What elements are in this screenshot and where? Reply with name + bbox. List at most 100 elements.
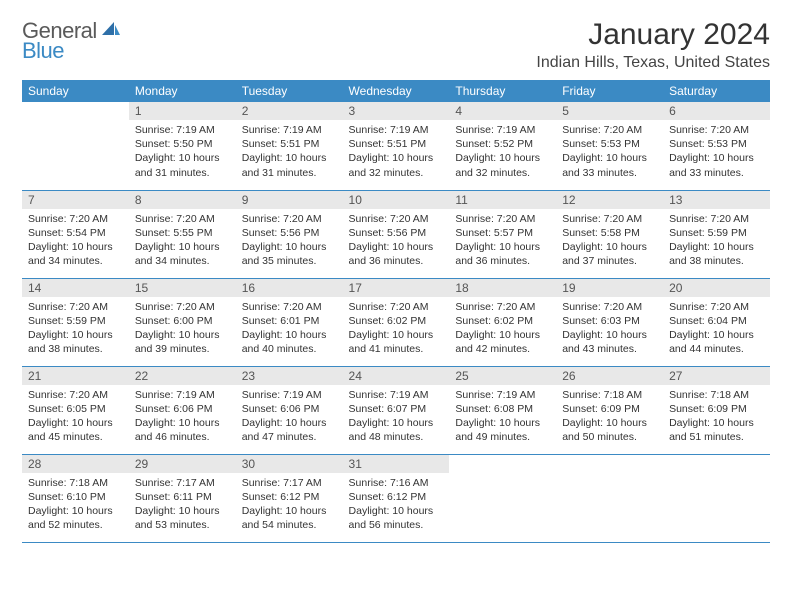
day-details: Sunrise: 7:19 AMSunset: 6:08 PMDaylight:… bbox=[449, 385, 556, 449]
calendar-cell: 7Sunrise: 7:20 AMSunset: 5:54 PMDaylight… bbox=[22, 190, 129, 278]
calendar-cell: 24Sunrise: 7:19 AMSunset: 6:07 PMDayligh… bbox=[343, 366, 450, 454]
day-number: 9 bbox=[236, 191, 343, 209]
day-details: Sunrise: 7:20 AMSunset: 6:04 PMDaylight:… bbox=[663, 297, 770, 361]
calendar-cell: 27Sunrise: 7:18 AMSunset: 6:09 PMDayligh… bbox=[663, 366, 770, 454]
day-header: Saturday bbox=[663, 80, 770, 102]
day-details: Sunrise: 7:20 AMSunset: 6:02 PMDaylight:… bbox=[343, 297, 450, 361]
calendar-cell: 1Sunrise: 7:19 AMSunset: 5:50 PMDaylight… bbox=[129, 102, 236, 190]
day-details: Sunrise: 7:20 AMSunset: 5:54 PMDaylight:… bbox=[22, 209, 129, 273]
day-number: 1 bbox=[129, 102, 236, 120]
day-number: 30 bbox=[236, 455, 343, 473]
day-number: 29 bbox=[129, 455, 236, 473]
calendar-cell: 16Sunrise: 7:20 AMSunset: 6:01 PMDayligh… bbox=[236, 278, 343, 366]
calendar-row: 21Sunrise: 7:20 AMSunset: 6:05 PMDayligh… bbox=[22, 366, 770, 454]
day-number: 15 bbox=[129, 279, 236, 297]
calendar-row: 7Sunrise: 7:20 AMSunset: 5:54 PMDaylight… bbox=[22, 190, 770, 278]
calendar-cell: 8Sunrise: 7:20 AMSunset: 5:55 PMDaylight… bbox=[129, 190, 236, 278]
calendar-cell: 2Sunrise: 7:19 AMSunset: 5:51 PMDaylight… bbox=[236, 102, 343, 190]
calendar-cell bbox=[449, 454, 556, 542]
calendar-cell: 31Sunrise: 7:16 AMSunset: 6:12 PMDayligh… bbox=[343, 454, 450, 542]
calendar-cell: 10Sunrise: 7:20 AMSunset: 5:56 PMDayligh… bbox=[343, 190, 450, 278]
day-number: 24 bbox=[343, 367, 450, 385]
calendar-cell: 18Sunrise: 7:20 AMSunset: 6:02 PMDayligh… bbox=[449, 278, 556, 366]
calendar-table: SundayMondayTuesdayWednesdayThursdayFrid… bbox=[22, 80, 770, 543]
calendar-cell: 28Sunrise: 7:18 AMSunset: 6:10 PMDayligh… bbox=[22, 454, 129, 542]
calendar-cell: 29Sunrise: 7:17 AMSunset: 6:11 PMDayligh… bbox=[129, 454, 236, 542]
header: General January 2024 Indian Hills, Texas… bbox=[22, 18, 770, 72]
day-header: Tuesday bbox=[236, 80, 343, 102]
day-details: Sunrise: 7:19 AMSunset: 5:51 PMDaylight:… bbox=[343, 120, 450, 184]
day-number: 17 bbox=[343, 279, 450, 297]
day-number: 7 bbox=[22, 191, 129, 209]
day-header: Thursday bbox=[449, 80, 556, 102]
day-details: Sunrise: 7:17 AMSunset: 6:12 PMDaylight:… bbox=[236, 473, 343, 537]
calendar-row: 1Sunrise: 7:19 AMSunset: 5:50 PMDaylight… bbox=[22, 102, 770, 190]
day-number: 12 bbox=[556, 191, 663, 209]
day-number: 13 bbox=[663, 191, 770, 209]
day-details: Sunrise: 7:19 AMSunset: 6:06 PMDaylight:… bbox=[129, 385, 236, 449]
day-details: Sunrise: 7:19 AMSunset: 5:51 PMDaylight:… bbox=[236, 120, 343, 184]
day-number: 5 bbox=[556, 102, 663, 120]
day-details: Sunrise: 7:18 AMSunset: 6:10 PMDaylight:… bbox=[22, 473, 129, 537]
day-number: 10 bbox=[343, 191, 450, 209]
day-number: 18 bbox=[449, 279, 556, 297]
calendar-cell: 17Sunrise: 7:20 AMSunset: 6:02 PMDayligh… bbox=[343, 278, 450, 366]
month-title: January 2024 bbox=[536, 18, 770, 52]
calendar-row: 28Sunrise: 7:18 AMSunset: 6:10 PMDayligh… bbox=[22, 454, 770, 542]
calendar-row: 14Sunrise: 7:20 AMSunset: 5:59 PMDayligh… bbox=[22, 278, 770, 366]
day-details: Sunrise: 7:20 AMSunset: 6:00 PMDaylight:… bbox=[129, 297, 236, 361]
calendar-cell bbox=[22, 102, 129, 190]
day-number: 23 bbox=[236, 367, 343, 385]
day-header: Sunday bbox=[22, 80, 129, 102]
day-number: 25 bbox=[449, 367, 556, 385]
calendar-cell: 22Sunrise: 7:19 AMSunset: 6:06 PMDayligh… bbox=[129, 366, 236, 454]
day-details: Sunrise: 7:16 AMSunset: 6:12 PMDaylight:… bbox=[343, 473, 450, 537]
calendar-cell: 4Sunrise: 7:19 AMSunset: 5:52 PMDaylight… bbox=[449, 102, 556, 190]
calendar-cell: 3Sunrise: 7:19 AMSunset: 5:51 PMDaylight… bbox=[343, 102, 450, 190]
day-number: 3 bbox=[343, 102, 450, 120]
day-details: Sunrise: 7:20 AMSunset: 6:05 PMDaylight:… bbox=[22, 385, 129, 449]
day-details: Sunrise: 7:19 AMSunset: 6:07 PMDaylight:… bbox=[343, 385, 450, 449]
day-number: 26 bbox=[556, 367, 663, 385]
calendar-cell: 20Sunrise: 7:20 AMSunset: 6:04 PMDayligh… bbox=[663, 278, 770, 366]
calendar-cell: 26Sunrise: 7:18 AMSunset: 6:09 PMDayligh… bbox=[556, 366, 663, 454]
day-number: 31 bbox=[343, 455, 450, 473]
logo-blue-wrap: Blue bbox=[22, 38, 64, 64]
day-header: Friday bbox=[556, 80, 663, 102]
calendar-cell: 30Sunrise: 7:17 AMSunset: 6:12 PMDayligh… bbox=[236, 454, 343, 542]
location: Indian Hills, Texas, United States bbox=[536, 54, 770, 72]
day-number: 22 bbox=[129, 367, 236, 385]
day-number: 11 bbox=[449, 191, 556, 209]
calendar-cell: 21Sunrise: 7:20 AMSunset: 6:05 PMDayligh… bbox=[22, 366, 129, 454]
day-header-row: SundayMondayTuesdayWednesdayThursdayFrid… bbox=[22, 80, 770, 102]
title-block: January 2024 Indian Hills, Texas, United… bbox=[536, 18, 770, 72]
logo-text-blue: Blue bbox=[22, 38, 64, 63]
calendar-cell: 11Sunrise: 7:20 AMSunset: 5:57 PMDayligh… bbox=[449, 190, 556, 278]
calendar-cell: 6Sunrise: 7:20 AMSunset: 5:53 PMDaylight… bbox=[663, 102, 770, 190]
calendar-cell: 12Sunrise: 7:20 AMSunset: 5:58 PMDayligh… bbox=[556, 190, 663, 278]
day-details: Sunrise: 7:20 AMSunset: 5:58 PMDaylight:… bbox=[556, 209, 663, 273]
day-details: Sunrise: 7:17 AMSunset: 6:11 PMDaylight:… bbox=[129, 473, 236, 537]
day-number: 2 bbox=[236, 102, 343, 120]
day-details: Sunrise: 7:20 AMSunset: 5:57 PMDaylight:… bbox=[449, 209, 556, 273]
day-details: Sunrise: 7:20 AMSunset: 6:01 PMDaylight:… bbox=[236, 297, 343, 361]
day-details: Sunrise: 7:19 AMSunset: 5:52 PMDaylight:… bbox=[449, 120, 556, 184]
day-header: Wednesday bbox=[343, 80, 450, 102]
calendar-cell: 14Sunrise: 7:20 AMSunset: 5:59 PMDayligh… bbox=[22, 278, 129, 366]
calendar-cell: 23Sunrise: 7:19 AMSunset: 6:06 PMDayligh… bbox=[236, 366, 343, 454]
day-details: Sunrise: 7:20 AMSunset: 6:03 PMDaylight:… bbox=[556, 297, 663, 361]
calendar-head: SundayMondayTuesdayWednesdayThursdayFrid… bbox=[22, 80, 770, 102]
logo-sail-icon bbox=[101, 21, 121, 42]
day-number: 4 bbox=[449, 102, 556, 120]
day-details: Sunrise: 7:20 AMSunset: 5:56 PMDaylight:… bbox=[236, 209, 343, 273]
day-details: Sunrise: 7:20 AMSunset: 5:55 PMDaylight:… bbox=[129, 209, 236, 273]
calendar-cell bbox=[663, 454, 770, 542]
day-details: Sunrise: 7:19 AMSunset: 6:06 PMDaylight:… bbox=[236, 385, 343, 449]
day-details: Sunrise: 7:20 AMSunset: 5:59 PMDaylight:… bbox=[22, 297, 129, 361]
calendar-cell: 9Sunrise: 7:20 AMSunset: 5:56 PMDaylight… bbox=[236, 190, 343, 278]
day-number: 21 bbox=[22, 367, 129, 385]
day-number: 20 bbox=[663, 279, 770, 297]
day-details: Sunrise: 7:20 AMSunset: 6:02 PMDaylight:… bbox=[449, 297, 556, 361]
day-header: Monday bbox=[129, 80, 236, 102]
day-number: 27 bbox=[663, 367, 770, 385]
